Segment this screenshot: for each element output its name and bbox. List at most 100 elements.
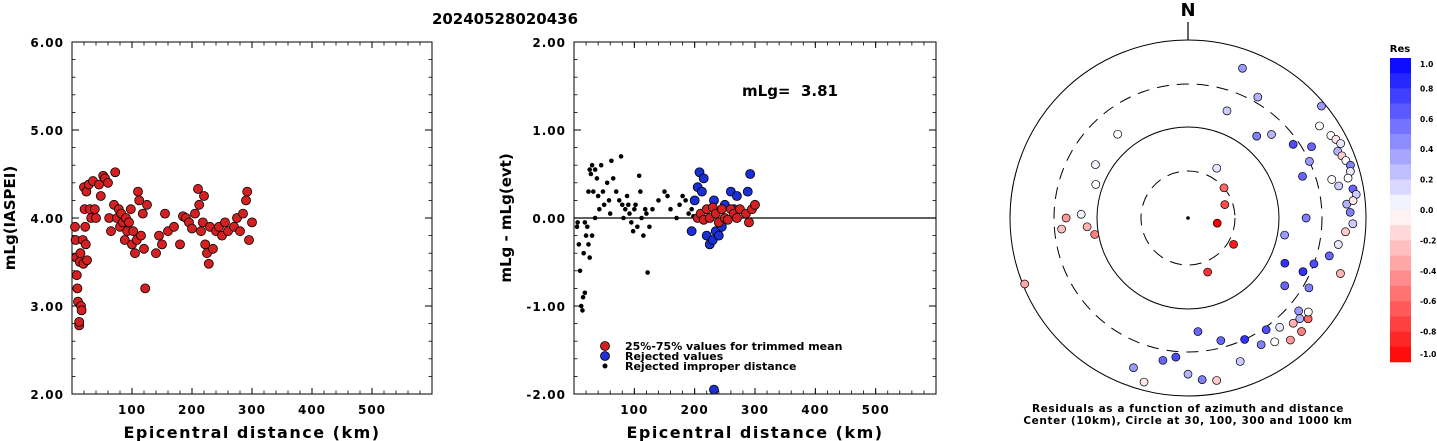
- data-point-improper: [600, 189, 606, 194]
- azimuth-point: [1298, 171, 1307, 181]
- azimuth-point: [1203, 267, 1213, 277]
- data-point-improper: [616, 198, 622, 203]
- data-point-improper: [677, 202, 682, 208]
- data-point: [137, 208, 148, 219]
- residual-ticks: 100 200 300 400 500 -2.00 -1.00 0.00 1.00 2.00: [526, 36, 936, 417]
- azimuth-point: [1304, 283, 1314, 293]
- data-point-improper: [582, 220, 588, 225]
- azimuth-point: [1270, 337, 1280, 347]
- data-point-improper: [609, 158, 614, 164]
- data-point-improper: [639, 215, 644, 221]
- data-point-rejected: [742, 186, 753, 197]
- data-point: [199, 191, 209, 201]
- data-point: [70, 221, 80, 232]
- data-point-improper: [686, 211, 691, 216]
- data-point-improper: [587, 255, 592, 260]
- azimuth-point: [1082, 222, 1092, 232]
- data-point-improper: [594, 176, 600, 181]
- azimuth-point: [1253, 92, 1263, 102]
- y-tick-label: 6.00: [30, 36, 64, 50]
- x-tick-label: 300: [741, 403, 769, 417]
- azimuth-point: [1343, 173, 1353, 183]
- x-tick-label: 100: [620, 403, 648, 417]
- azimuth-point: [1298, 267, 1308, 276]
- data-point-improper: [633, 202, 638, 208]
- azimuth-point: [1333, 240, 1343, 249]
- data-point-improper: [577, 268, 583, 274]
- azimuth-point: [1235, 357, 1245, 366]
- data-point-improper: [583, 233, 589, 238]
- azimuth-point: [1091, 160, 1100, 169]
- colorbar-cell: [1390, 118, 1411, 135]
- data-point: [142, 199, 152, 210]
- data-point-improper: [607, 211, 613, 216]
- x-tick-label: 300: [238, 403, 266, 417]
- azimuth-point: [1336, 139, 1346, 148]
- data-point: [190, 208, 200, 219]
- center-marker: [1186, 216, 1190, 220]
- azimuth-points: [1020, 63, 1361, 387]
- data-point: [110, 167, 121, 178]
- azimuth-point: [1020, 279, 1030, 289]
- data-point: [139, 243, 149, 254]
- azimuth-panel: N Residuals as a function of azimuth and…: [1009, 0, 1367, 427]
- azimuth-point: [1216, 336, 1226, 345]
- data-point: [80, 239, 91, 250]
- data-point: [74, 316, 85, 327]
- data-point: [76, 305, 87, 316]
- data-point-improper: [586, 242, 591, 247]
- x-tick-label: 400: [801, 403, 829, 417]
- data-point: [154, 230, 164, 241]
- legend-marker-rejected: [600, 351, 610, 361]
- data-point-improper: [644, 211, 649, 216]
- azimuth-point: [1222, 106, 1232, 116]
- ring-100km: [1096, 126, 1280, 310]
- x-tick-label: 400: [298, 403, 326, 417]
- azimuth-point: [1303, 307, 1313, 317]
- azimuth-point: [1297, 327, 1306, 336]
- x-tick-label: 500: [358, 403, 386, 417]
- magnitude-ylabel: mLg(IASPEI): [1, 166, 19, 270]
- data-point-improper: [642, 206, 648, 212]
- data-point: [157, 239, 167, 250]
- colorbar-tick-label: -0.8: [1420, 328, 1436, 337]
- azimuth-caption-line2: Center (10km), Circle at 30, 100, 300 an…: [1023, 415, 1352, 427]
- azimuth-point: [1240, 335, 1249, 344]
- azimuth-point: [1267, 130, 1276, 139]
- y-tick-label: 5.00: [30, 124, 64, 138]
- data-point: [241, 195, 251, 206]
- colorbar-cell: [1390, 286, 1411, 302]
- data-point-trimmed: [744, 217, 754, 228]
- azimuth-point: [1309, 259, 1319, 269]
- y-tick-label: -2.00: [526, 388, 566, 402]
- azimuth-point: [1171, 352, 1181, 362]
- azimuth-point: [1076, 209, 1086, 219]
- azimuth-point: [1129, 363, 1138, 373]
- data-point-rejected: [732, 191, 742, 201]
- colorbar-cell: [1390, 179, 1411, 196]
- data-point: [140, 283, 151, 294]
- colorbar: Res 1.0 0.8 0.6 0.4 0.2 0.0 -0.2 -0.4 -0.6 -0.8 -1…: [1390, 44, 1436, 363]
- azimuth-point: [1348, 196, 1358, 205]
- azimuth-point: [1113, 129, 1123, 139]
- data-point-improper: [606, 198, 612, 203]
- data-point: [133, 186, 143, 197]
- colorbar-cell: [1390, 331, 1411, 348]
- data-point: [95, 191, 106, 201]
- data-point-rejected: [745, 169, 756, 179]
- magnitude-points: [70, 167, 257, 331]
- data-point-improper: [641, 233, 646, 238]
- legend-label-rejected: Rejected values: [625, 350, 724, 363]
- data-point: [208, 243, 218, 254]
- data-point: [247, 217, 257, 228]
- data-point: [89, 204, 100, 215]
- y-tick-label: 0.00: [532, 212, 566, 226]
- data-point-rejected: [709, 384, 719, 395]
- azimuth-point: [1341, 227, 1350, 237]
- data-point: [160, 208, 170, 219]
- data-point-improper: [622, 206, 628, 212]
- data-point-improper: [587, 167, 592, 172]
- data-point-trimmed: [716, 204, 727, 215]
- data-point: [82, 255, 92, 266]
- y-tick-label: 2.00: [30, 388, 64, 402]
